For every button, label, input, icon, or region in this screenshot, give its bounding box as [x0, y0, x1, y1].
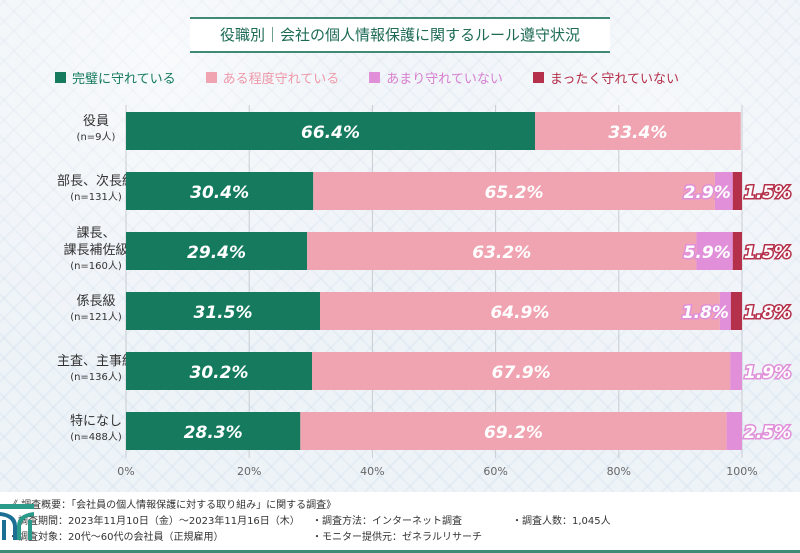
- data-label: 5.9%: [684, 243, 731, 263]
- bar-segment: [126, 412, 301, 450]
- stacked-bar-chart: 0% 20% 40% 60% 80% 100% 役員 (n=9人) 66.4% 33.4% 部長、次…: [57, 105, 793, 478]
- x-tick-label: 80%: [607, 465, 631, 478]
- category-n-label: (n=136人): [70, 371, 122, 383]
- bar-segment: [719, 292, 731, 330]
- data-label: 1.9%: [744, 363, 791, 383]
- legend-swatch: [55, 72, 66, 83]
- data-label: 63.2%: [472, 243, 531, 263]
- data-label: 28.3%: [184, 423, 243, 443]
- bar-segment: [126, 352, 313, 390]
- legend-item: 完璧に守れている: [55, 68, 176, 87]
- legend-label: 完璧に守れている: [72, 72, 176, 87]
- x-tick-label: 40%: [360, 465, 384, 478]
- legend: 完璧に守れている ある程度守れている あまり守れていない まったく守れていない: [55, 68, 679, 87]
- bar-segment: [126, 292, 321, 330]
- legend-label: まったく守れていない: [549, 72, 679, 87]
- bar-segment: [307, 232, 697, 270]
- category-label: 係長級: [76, 294, 115, 309]
- survey-target: ・調査対象：20代～60代の会社員（正規雇用）: [8, 532, 224, 543]
- legend-label: あまり守れていない: [386, 72, 503, 87]
- category-n-label: (n=131人): [70, 191, 122, 203]
- data-label: 2.9%: [684, 183, 731, 203]
- bar-segment: [732, 172, 742, 210]
- survey-provider: ・モニター提供元：ゼネラルリサーチ: [312, 532, 482, 543]
- bar-segment: [535, 112, 741, 150]
- data-label: 30.2%: [190, 363, 249, 383]
- bar-segment: [696, 232, 733, 270]
- legend-swatch: [205, 72, 217, 83]
- category-n-label: (n=488人): [70, 431, 122, 443]
- bar-segment: [320, 292, 720, 330]
- legend-swatch: [369, 72, 381, 83]
- category-label: 課長補佐級: [63, 242, 128, 258]
- data-label: 31.5%: [194, 303, 253, 323]
- legend-item: あまり守れていない: [369, 68, 503, 87]
- data-label: 66.4%: [301, 123, 360, 143]
- data-label: 33.4%: [608, 123, 667, 143]
- legend-label: ある程度守れている: [222, 72, 340, 87]
- bar-segment: [726, 412, 742, 450]
- bar-segment: [300, 412, 727, 450]
- category-label: 部長、次長級: [57, 173, 135, 189]
- bar-segment: [714, 172, 733, 210]
- data-label: 67.9%: [492, 363, 551, 383]
- category-label: 役員: [83, 114, 109, 129]
- chart-title: 役職別｜会社の個人情報保護に関するルール遵守状況: [190, 17, 610, 53]
- survey-count: ・調査人数：1,045人: [512, 516, 611, 527]
- bar-segment: [313, 172, 715, 210]
- category-n-label: (n=160人): [70, 260, 122, 272]
- bar-segment: [126, 112, 536, 150]
- category-label: 特になし: [70, 414, 122, 429]
- x-tick-label: 100%: [726, 465, 757, 478]
- data-label: 1.5%: [744, 183, 791, 203]
- bar-segment: [730, 292, 742, 330]
- bar-segment: [312, 352, 731, 390]
- category-label: 課長、: [76, 225, 115, 241]
- bar-segment: [730, 352, 742, 390]
- survey-overview: 《 調査概要：「会社員の個人情報保護に対する取り組み」に関する調査》: [8, 500, 337, 511]
- category-n-label: (n=121人): [70, 311, 122, 323]
- data-label: 30.4%: [190, 183, 249, 203]
- category-label: 主査、主事級: [57, 354, 135, 369]
- company-logo-icon: [0, 504, 34, 540]
- x-tick-label: 60%: [483, 465, 507, 478]
- bar-segment: [126, 232, 308, 270]
- x-tick-label: 20%: [237, 465, 261, 478]
- bar-segment: [126, 172, 314, 210]
- data-label: 64.9%: [490, 303, 549, 323]
- bar-segment: [732, 232, 742, 270]
- data-label: 2.5%: [744, 423, 791, 443]
- legend-item: ある程度守れている: [205, 68, 340, 87]
- survey-footer: 《 調査概要：「会社員の個人情報保護に対する取り組み」に関する調査》 ・調査期間…: [0, 492, 800, 553]
- data-label: 1.8%: [744, 303, 791, 323]
- legend-swatch: [532, 72, 544, 83]
- data-label: 65.2%: [485, 183, 544, 203]
- survey-period: ・調査期間：2023年11月10日（金）～2023年11月16日（木）: [8, 516, 300, 527]
- category-n-label: (n=9人): [77, 131, 116, 143]
- data-label: 1.5%: [744, 243, 791, 263]
- x-tick-label: 0%: [117, 465, 134, 478]
- data-label: 29.4%: [187, 243, 246, 263]
- legend-item: まったく守れていない: [532, 68, 679, 87]
- data-label: 69.2%: [484, 423, 543, 443]
- data-label: 1.8%: [682, 303, 729, 323]
- survey-method: ・調査方法：インターネット調査: [312, 516, 462, 527]
